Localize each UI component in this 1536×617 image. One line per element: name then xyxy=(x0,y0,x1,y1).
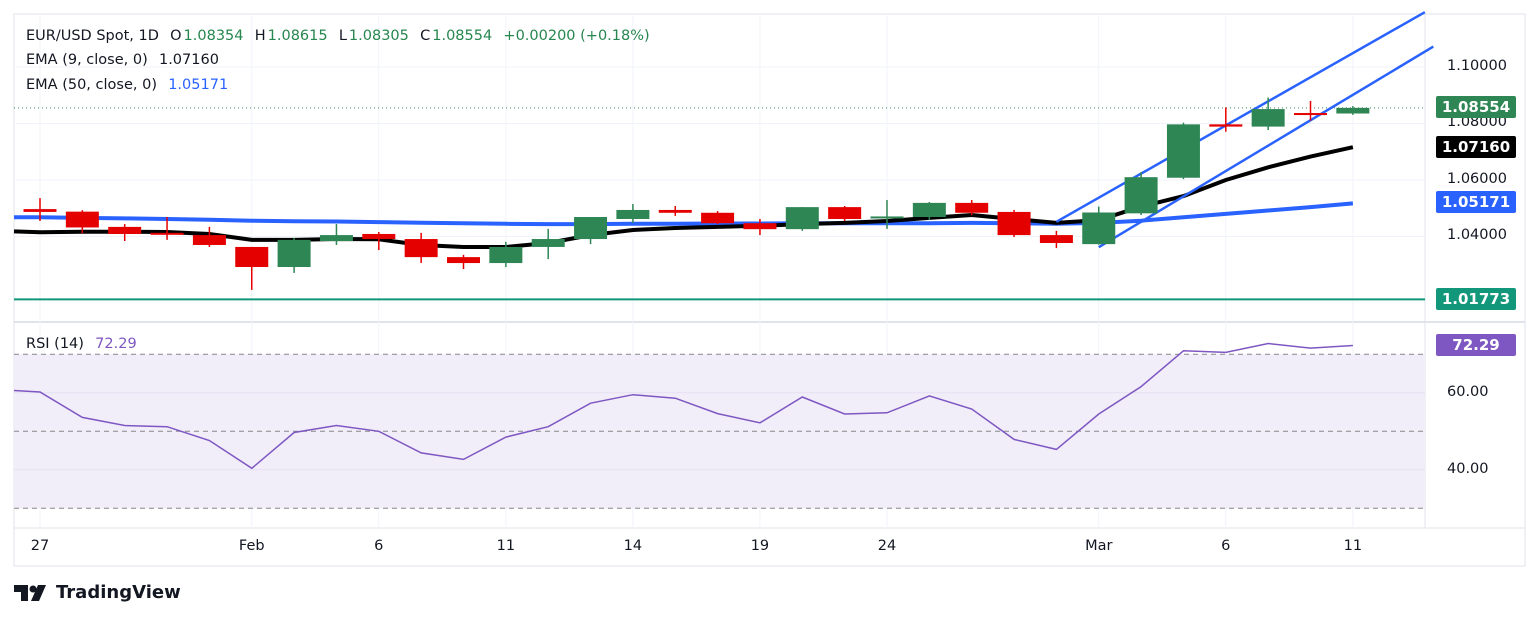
candle-body xyxy=(23,209,57,212)
candle-body xyxy=(447,257,480,264)
candle-body xyxy=(277,239,311,268)
candle-body xyxy=(616,209,650,219)
candle-body xyxy=(1039,235,1073,243)
ema9-badge: 1.07160 xyxy=(1436,136,1516,158)
candle-body xyxy=(1082,212,1116,245)
candle-body xyxy=(404,239,438,258)
candle-body xyxy=(1166,124,1200,178)
candle-body xyxy=(1124,177,1158,214)
low-label: L xyxy=(338,28,347,44)
price-tick: 1.06000 xyxy=(1447,171,1507,187)
candle-body xyxy=(65,211,99,228)
ema50-badge: 1.05171 xyxy=(1436,191,1516,213)
support-badge: 1.01773 xyxy=(1436,288,1516,310)
open-label: O xyxy=(170,28,182,44)
close-value: 1.08554 xyxy=(432,28,493,44)
time-label: 14 xyxy=(623,538,643,554)
candle-body xyxy=(1294,113,1327,116)
ema9-value: 1.07160 xyxy=(158,52,219,68)
candle-body xyxy=(785,207,819,230)
channel-upper-line xyxy=(1055,11,1426,223)
candle-body xyxy=(701,212,735,224)
candle-body xyxy=(192,235,226,245)
ema50-value: 1.05171 xyxy=(168,77,229,93)
price-tick: 1.04000 xyxy=(1447,227,1507,243)
candle-body xyxy=(997,211,1031,236)
candle-body xyxy=(489,246,523,264)
candle-body xyxy=(1336,107,1370,114)
candle-body xyxy=(108,226,142,234)
logo-text: TradingView xyxy=(56,582,181,603)
time-label: Feb xyxy=(238,538,265,554)
candle-body xyxy=(658,209,692,213)
symbol-name: EUR/USD Spot, 1D xyxy=(26,28,159,44)
close-label: C xyxy=(420,28,431,44)
symbol-legend: EUR/USD Spot, 1D O 1.08354 H 1.08615 L 1.08… xyxy=(26,28,652,44)
candle-body xyxy=(235,246,269,268)
candle-body xyxy=(150,232,184,235)
rsi-label: RSI (14) xyxy=(26,336,84,352)
time-label: Mar xyxy=(1085,538,1113,554)
time-label: 24 xyxy=(877,538,897,554)
candle-body xyxy=(1209,124,1243,127)
tradingview-logo-icon xyxy=(14,584,46,601)
time-label: 27 xyxy=(30,538,50,554)
high-label: H xyxy=(254,28,266,44)
tradingview-logo[interactable]: TradingView xyxy=(14,582,181,603)
chart-frame xyxy=(13,13,1526,567)
candle-body xyxy=(828,207,862,219)
candle-body xyxy=(912,202,946,218)
rsi-legend[interactable]: RSI (14) 72.29 xyxy=(26,336,139,352)
time-label: 6 xyxy=(1221,538,1231,554)
open-value: 1.08354 xyxy=(183,28,244,44)
candle-body xyxy=(531,239,565,247)
candle-body xyxy=(955,202,989,213)
ema9-label: EMA (9, close, 0) xyxy=(26,52,148,68)
change-value: +0.00200 (+0.18%) xyxy=(503,28,650,44)
ema9-legend[interactable]: EMA (9, close, 0) 1.07160 xyxy=(26,52,221,68)
time-label: 19 xyxy=(750,538,770,554)
time-label: 6 xyxy=(374,538,384,554)
rsi-badge: 72.29 xyxy=(1436,334,1516,356)
ema50-line xyxy=(14,201,1354,227)
ema50-label: EMA (50, close, 0) xyxy=(26,77,157,93)
ema50-legend[interactable]: EMA (50, close, 0) 1.05171 xyxy=(26,77,230,93)
time-label: 11 xyxy=(1343,538,1363,554)
low-value: 1.08305 xyxy=(348,28,409,44)
candle-body xyxy=(574,217,608,240)
candle-body xyxy=(1251,109,1285,127)
last-price-badge: 1.08554 xyxy=(1436,96,1516,118)
high-value: 1.08615 xyxy=(267,28,328,44)
candle-body xyxy=(319,235,353,242)
candle-body xyxy=(743,223,777,230)
candle-body xyxy=(362,233,396,240)
price-tick: 1.08000 xyxy=(1447,114,1507,130)
time-label: 11 xyxy=(496,538,516,554)
price-tick: 1.10000 xyxy=(1447,58,1507,74)
candle-body xyxy=(870,216,904,219)
channel-lower-line xyxy=(1098,45,1434,249)
rsi-tick: 60.00 xyxy=(1447,384,1489,400)
rsi-tick: 40.00 xyxy=(1447,461,1489,477)
rsi-value: 72.29 xyxy=(95,336,137,352)
